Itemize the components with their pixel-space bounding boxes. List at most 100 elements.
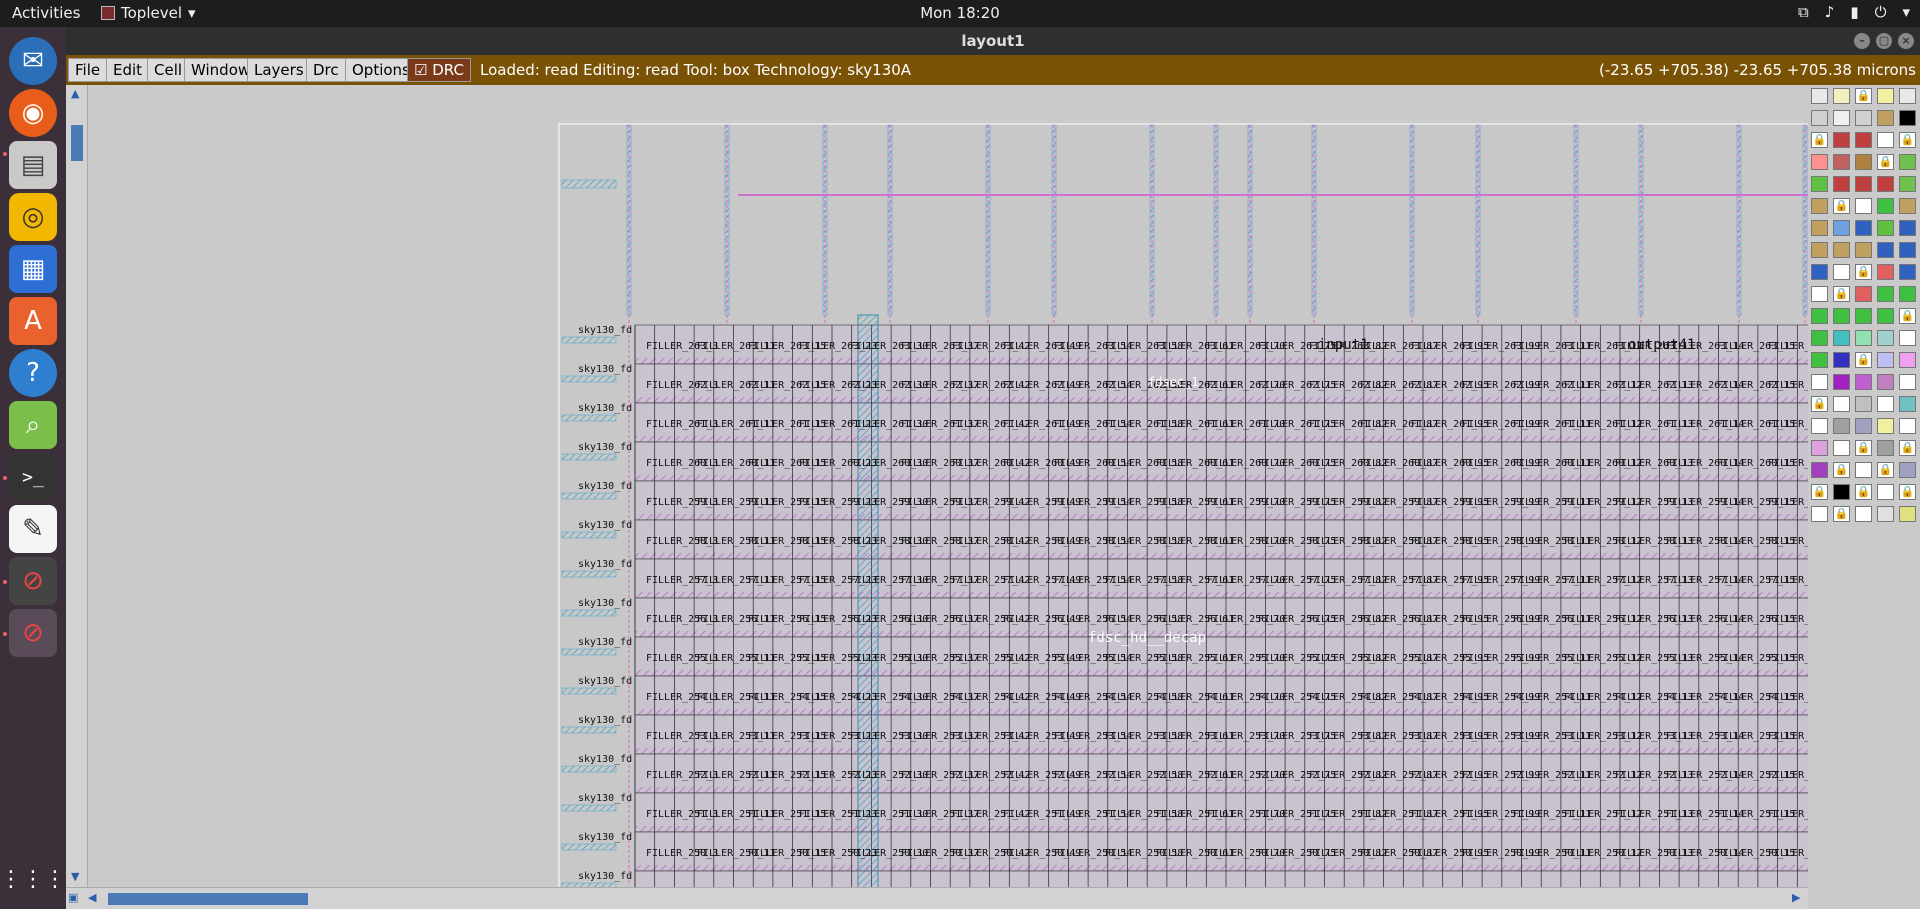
close-button[interactable]: × (1898, 33, 1914, 49)
menu-drc[interactable]: Drc (306, 58, 346, 82)
writer-icon[interactable]: ▦ (9, 245, 57, 293)
layer-swatch[interactable]: 🔒 (1899, 132, 1916, 148)
help-icon[interactable]: ? (9, 349, 57, 397)
layer-swatch[interactable] (1833, 352, 1850, 368)
layer-swatch[interactable] (1855, 242, 1872, 258)
layer-swatch[interactable] (1877, 198, 1894, 214)
layer-swatch[interactable] (1899, 462, 1916, 478)
layer-swatch[interactable]: 🔒 (1811, 484, 1828, 500)
app-menu[interactable]: Toplevel ▾ (101, 4, 196, 22)
layer-swatch[interactable] (1899, 506, 1916, 522)
layer-swatch[interactable] (1877, 484, 1894, 500)
corner-box-icon[interactable]: ▣ (68, 891, 79, 904)
firefox-icon[interactable]: ◉ (9, 89, 57, 137)
thunderbird-icon[interactable]: ✉ (9, 37, 57, 85)
layer-swatch[interactable] (1855, 308, 1872, 324)
layer-swatch[interactable] (1899, 374, 1916, 390)
app-grid-icon[interactable]: ⋮⋮⋮ (0, 866, 66, 892)
scroll-right-icon[interactable]: ▶ (1792, 891, 1801, 904)
layer-swatch[interactable] (1833, 330, 1850, 346)
layer-swatch[interactable] (1877, 220, 1894, 236)
layer-swatch[interactable] (1811, 110, 1828, 126)
layer-swatch[interactable] (1833, 242, 1850, 258)
layer-swatch[interactable]: 🔒 (1833, 462, 1850, 478)
layer-swatch[interactable] (1855, 110, 1872, 126)
layout-canvas[interactable]: sky130_fd FILLER_263_3 FILLER_263_11 FILLER… (88, 85, 1808, 887)
layer-swatch[interactable] (1899, 154, 1916, 170)
layer-swatch[interactable]: 🔒 (1899, 440, 1916, 456)
maximize-button[interactable]: ▢ (1876, 33, 1892, 49)
layer-swatch[interactable] (1855, 286, 1872, 302)
layer-swatch[interactable] (1855, 418, 1872, 434)
layer-swatch[interactable] (1877, 396, 1894, 412)
layer-swatch[interactable] (1899, 110, 1916, 126)
layer-swatch[interactable] (1833, 110, 1850, 126)
layer-swatch[interactable] (1899, 220, 1916, 236)
layer-swatch[interactable] (1855, 462, 1872, 478)
layer-swatch[interactable] (1833, 484, 1850, 500)
layer-swatch[interactable] (1811, 264, 1828, 280)
layer-swatch[interactable] (1877, 418, 1894, 434)
rhythmbox-icon[interactable]: ◎ (9, 193, 57, 241)
layer-swatch[interactable] (1855, 132, 1872, 148)
image-viewer-icon[interactable]: ⌕ (9, 401, 57, 449)
vertical-scroll-thumb[interactable] (71, 125, 83, 161)
menu-cell[interactable]: Cell (147, 58, 190, 82)
layer-swatch[interactable] (1855, 220, 1872, 236)
activities-button[interactable]: Activities (12, 4, 81, 22)
layer-swatch[interactable] (1877, 176, 1894, 192)
layer-swatch[interactable] (1811, 88, 1828, 104)
layer-swatch[interactable] (1811, 374, 1828, 390)
layer-swatch[interactable] (1811, 308, 1828, 324)
layer-swatch[interactable] (1899, 242, 1916, 258)
menu-options[interactable]: Options (345, 58, 417, 82)
layer-swatch[interactable] (1811, 418, 1828, 434)
layer-swatch[interactable] (1833, 396, 1850, 412)
layer-swatch[interactable]: 🔒 (1899, 308, 1916, 324)
menu-window[interactable]: Window (184, 58, 258, 82)
layer-swatch[interactable] (1877, 242, 1894, 258)
scroll-left-icon[interactable]: ◀ (88, 891, 97, 904)
layer-swatch[interactable] (1899, 418, 1916, 434)
system-tray[interactable]: ⧉ ♪ ▮ ⏻ ▾ (1798, 3, 1910, 21)
layer-swatch[interactable] (1877, 330, 1894, 346)
layer-swatch[interactable] (1899, 286, 1916, 302)
layer-swatch[interactable]: 🔒 (1855, 484, 1872, 500)
layer-swatch[interactable] (1833, 132, 1850, 148)
layer-swatch[interactable]: 🔒 (1833, 198, 1850, 214)
menu-file[interactable]: File (68, 58, 108, 82)
layer-swatch[interactable]: 🔒 (1855, 352, 1872, 368)
layer-swatch[interactable] (1877, 440, 1894, 456)
layer-swatch[interactable] (1811, 440, 1828, 456)
drc-toggle[interactable]: ☑ DRC (407, 58, 471, 82)
layer-swatch[interactable] (1855, 154, 1872, 170)
minimize-button[interactable]: – (1854, 33, 1870, 49)
blocked-app-icon[interactable]: ⊘ (9, 609, 57, 657)
layer-swatch[interactable] (1855, 330, 1872, 346)
layer-swatch[interactable] (1811, 198, 1828, 214)
layer-swatch[interactable] (1811, 506, 1828, 522)
layout-drawing[interactable]: sky130_fdFILLER_263_3FILLER_263_11FILLER… (88, 85, 1808, 887)
layer-swatch[interactable] (1899, 198, 1916, 214)
layer-swatch[interactable] (1877, 110, 1894, 126)
layer-swatch[interactable] (1877, 286, 1894, 302)
layer-swatch[interactable] (1833, 440, 1850, 456)
vertical-scrollbar[interactable]: ▲ ▼ (66, 85, 88, 887)
horizontal-scroll-thumb[interactable] (108, 893, 308, 905)
layer-swatch[interactable]: 🔒 (1855, 264, 1872, 280)
layer-swatch[interactable]: 🔒 (1855, 440, 1872, 456)
layer-swatch[interactable] (1855, 396, 1872, 412)
layer-swatch[interactable] (1855, 374, 1872, 390)
horizontal-scrollbar[interactable]: ▣ ◀ ▶ (66, 887, 1808, 909)
layer-swatch[interactable]: 🔒 (1877, 462, 1894, 478)
layer-swatch[interactable] (1899, 176, 1916, 192)
layer-swatch[interactable] (1899, 330, 1916, 346)
layer-swatch[interactable] (1811, 330, 1828, 346)
layer-swatch[interactable] (1899, 396, 1916, 412)
layer-swatch[interactable] (1855, 506, 1872, 522)
layer-swatch[interactable]: 🔒 (1833, 286, 1850, 302)
layer-swatch[interactable] (1855, 176, 1872, 192)
layer-swatch[interactable]: 🔒 (1855, 88, 1872, 104)
window-titlebar[interactable]: layout1 – ▢ × (66, 27, 1920, 55)
text-editor-icon[interactable]: ✎ (9, 505, 57, 553)
